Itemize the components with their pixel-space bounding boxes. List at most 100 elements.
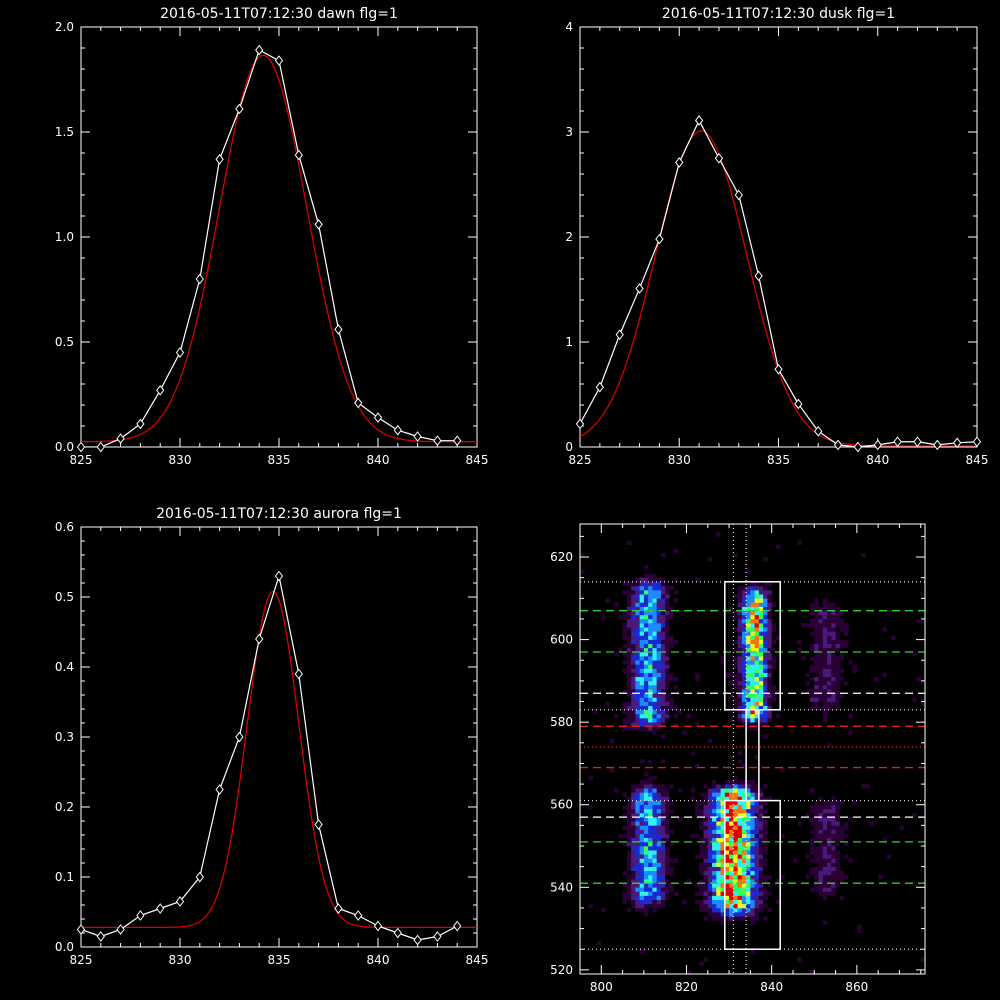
p3-heatmap-cell [669, 598, 674, 603]
p3-heatmap-cell [622, 874, 628, 880]
p3-heatmap-cell [741, 870, 747, 876]
p3-heatmap-cell [643, 590, 649, 595]
p3-heatmap-cell [729, 812, 734, 818]
p3-heatmap-cell [831, 647, 836, 653]
p3-heatmap-cell [737, 796, 743, 801]
p3-heatmap-cell [775, 618, 781, 624]
p3-heatmap-cell [750, 672, 755, 678]
p3-heatmap-cell [865, 862, 870, 867]
p3-heatmap-cell [707, 866, 713, 872]
p3-heatmap-cell [699, 561, 704, 566]
p3-heatmap-cell [635, 821, 640, 826]
p3-heatmap-cell [822, 709, 828, 715]
p3-heatmap-cell [703, 891, 709, 896]
p3-heatmap-cell [810, 891, 815, 896]
p3-heatmap-cell [648, 837, 653, 843]
p3-heatmap-cell [656, 895, 662, 900]
p3-heatmap-cell [903, 544, 909, 550]
p3-heatmap-cell [733, 631, 738, 636]
p3-heatmap-cell [724, 916, 730, 921]
p3-heatmap-cell [712, 788, 717, 793]
p3-heatmap-cell [873, 949, 879, 954]
p3-heatmap-cell [865, 635, 870, 640]
p3-heatmap-cell [822, 656, 828, 661]
p3-heatmap-cell [907, 614, 913, 620]
p3-heatmap-cell [754, 631, 760, 636]
p3-heatmap-cell [695, 895, 700, 900]
p3-heatmap-cell [831, 689, 836, 694]
p3-heatmap-cell [652, 581, 657, 587]
p3-heatmap-cell [648, 701, 653, 706]
p3-heatmap-cell [797, 610, 802, 616]
p3-heatmap-cell [660, 672, 666, 678]
p3-heatmap-cell [835, 887, 841, 892]
p3-heatmap-cell [690, 573, 696, 578]
p3-heatmap-cell [588, 862, 594, 867]
p3-heatmap-cell [737, 676, 743, 682]
p3-heatmap-cell [741, 763, 747, 768]
p3-heatmap-cell [852, 685, 858, 690]
p3-heatmap-cell [639, 953, 645, 958]
p3-heatmap-cell [771, 548, 777, 554]
p3-heatmap-cell [584, 788, 589, 793]
p3-heatmap-cell [639, 812, 645, 818]
p3-heatmap-cell [882, 594, 887, 599]
p3-heatmap-cell [741, 846, 747, 851]
p3-heatmap-cell [729, 883, 734, 888]
p3-heatmap-cell [720, 767, 726, 773]
p3-heatmap-cell [643, 664, 649, 669]
p3-heatmap-cell [618, 635, 623, 640]
p3-heatmap-cell [614, 771, 619, 777]
p3-heatmap-cell [712, 862, 717, 867]
p3-heatmap-cell [622, 829, 628, 834]
p3-heatmap-cell [665, 792, 670, 797]
p3-heatmap-cell [639, 870, 645, 876]
p2-y-tick-label: 0.3 [55, 730, 74, 744]
p3-heatmap-cell [771, 701, 777, 706]
p3-heatmap-cell [780, 767, 785, 773]
p3-heatmap-cell [754, 618, 760, 624]
p3-heatmap-cell [754, 945, 760, 950]
p3-heatmap-cell [814, 656, 819, 661]
p3-heatmap-cell [758, 718, 764, 723]
p3-heatmap-cell [737, 627, 743, 632]
p3-heatmap-cell [903, 788, 909, 793]
p3-heatmap-cell [844, 581, 849, 587]
p3-heatmap-cell [750, 874, 755, 880]
p3-heatmap-cell [631, 680, 636, 686]
p3-heatmap-cell [648, 833, 653, 839]
p3-heatmap-cell [912, 651, 917, 657]
p3-heatmap-cell [707, 895, 713, 900]
p3-heatmap-cell [682, 643, 687, 649]
p3-heatmap-cell [818, 788, 824, 793]
p2-data-point [215, 784, 224, 795]
p3-heatmap-cell [712, 965, 717, 971]
p3-heatmap-cell [788, 953, 794, 958]
p3-heatmap-cell [831, 903, 836, 909]
p3-heatmap-cell [686, 693, 692, 698]
p3-heatmap-cell [635, 685, 640, 690]
p3-heatmap-cell [635, 668, 640, 673]
p3-heatmap-cell [750, 680, 755, 686]
p3-heatmap-cell [724, 854, 730, 859]
p3-heatmap-cell [716, 916, 721, 921]
p3-heatmap-cell [707, 565, 713, 570]
p3-heatmap-cell [865, 784, 870, 789]
p3-heatmap-cell [822, 817, 828, 822]
p3-heatmap-cell [848, 668, 853, 673]
p3-heatmap-cell [831, 713, 836, 719]
p1-x-tick-label: 845 [966, 453, 989, 467]
p3-heatmap-cell [895, 540, 900, 545]
p2-data-point [235, 731, 244, 743]
p3-heatmap-cell [635, 606, 640, 611]
p3-heatmap-cell [818, 862, 824, 867]
p3-heatmap-cell [622, 792, 628, 797]
p3-heatmap-cell [878, 602, 883, 607]
p3-heatmap-cell [618, 689, 623, 694]
p3-heatmap-cell [652, 639, 657, 645]
p3-heatmap-cell [588, 804, 594, 810]
p3-heatmap-cell [827, 643, 832, 649]
p3-heatmap-cell [741, 676, 747, 682]
p3-heatmap-cell [831, 606, 836, 611]
p3-heatmap-cell [737, 602, 743, 607]
